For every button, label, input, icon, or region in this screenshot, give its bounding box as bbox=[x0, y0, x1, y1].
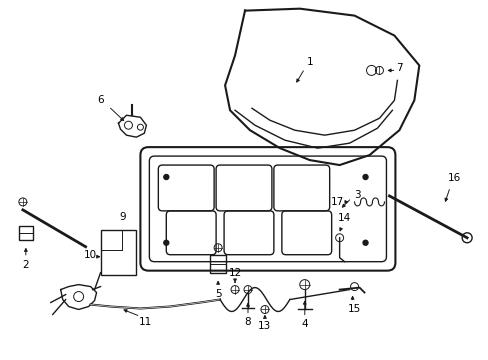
Text: 10: 10 bbox=[84, 250, 97, 260]
Text: 2: 2 bbox=[22, 260, 29, 270]
Circle shape bbox=[163, 175, 168, 180]
Text: 1: 1 bbox=[306, 58, 312, 67]
Text: 7: 7 bbox=[395, 63, 402, 73]
Text: 8: 8 bbox=[244, 318, 251, 328]
Text: 17: 17 bbox=[330, 197, 344, 207]
Text: 6: 6 bbox=[97, 95, 103, 105]
Text: 16: 16 bbox=[447, 173, 460, 183]
Circle shape bbox=[362, 240, 367, 245]
Circle shape bbox=[362, 175, 367, 180]
Text: 9: 9 bbox=[119, 212, 125, 222]
Text: 3: 3 bbox=[353, 190, 360, 200]
Text: 13: 13 bbox=[258, 321, 271, 332]
Text: 14: 14 bbox=[337, 213, 350, 223]
Text: 4: 4 bbox=[301, 319, 307, 329]
Text: 12: 12 bbox=[228, 267, 241, 278]
Text: 11: 11 bbox=[139, 318, 152, 328]
Text: 15: 15 bbox=[347, 305, 361, 315]
Circle shape bbox=[163, 240, 168, 245]
Text: 5: 5 bbox=[214, 289, 221, 298]
